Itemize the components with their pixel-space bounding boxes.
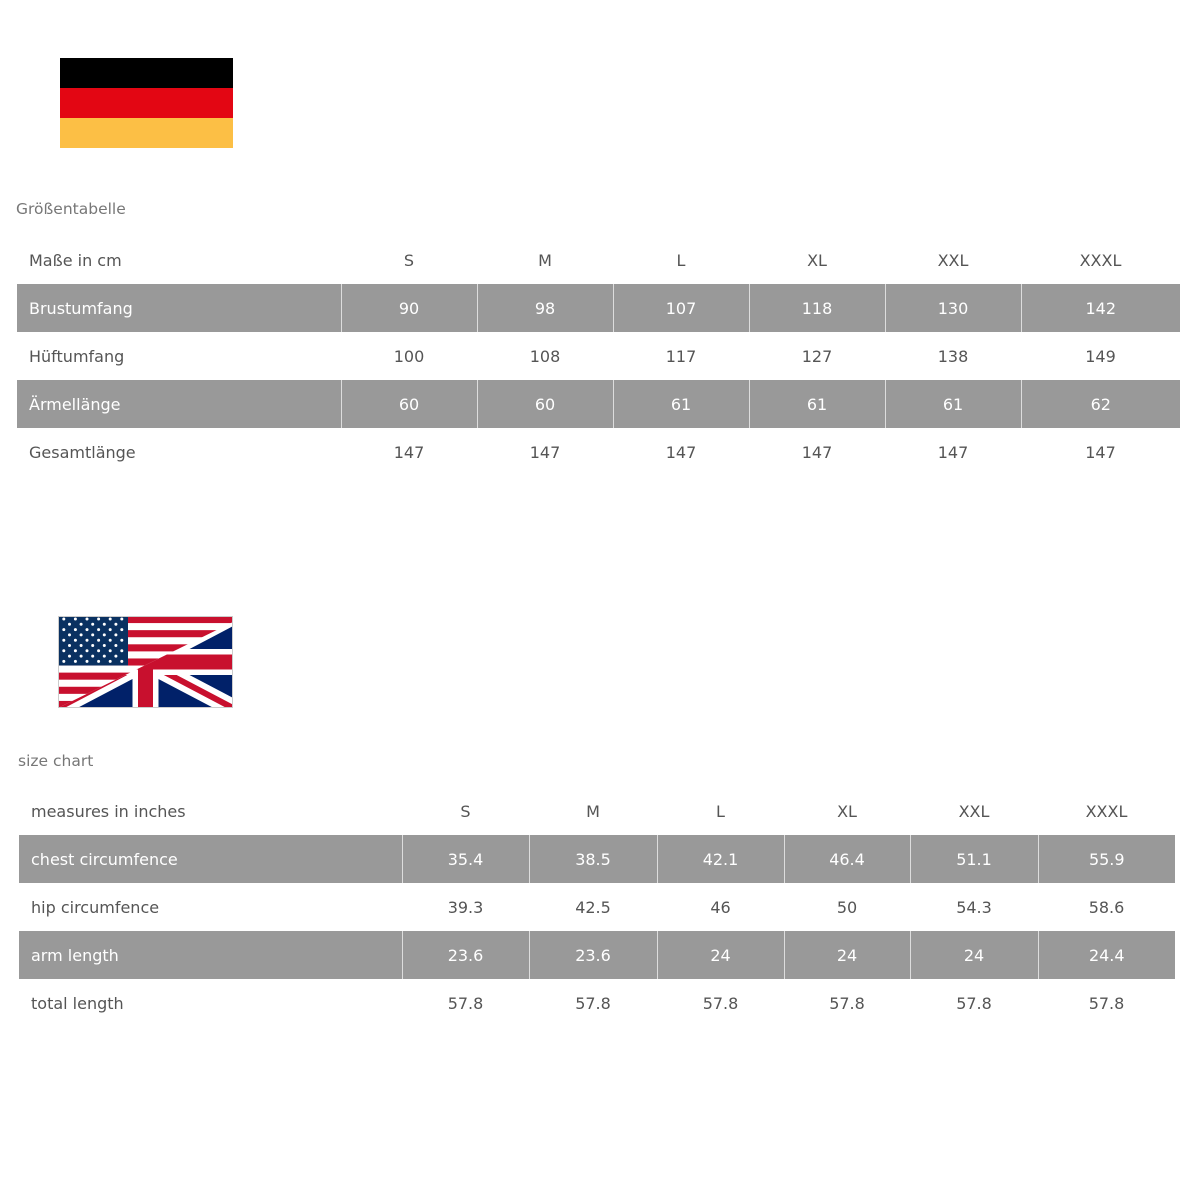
- header-cell: XXXL: [1079, 250, 1122, 270]
- value-cell: 57.8: [829, 993, 865, 1013]
- value-cell: 57.8: [1088, 993, 1125, 1013]
- value-cell: 61: [612, 380, 749, 428]
- row-label: chest circumfence: [19, 835, 402, 883]
- value-cell: 61: [884, 380, 1021, 428]
- value-cell: 98: [476, 284, 613, 332]
- value-cell: 130: [884, 284, 1021, 332]
- row-label: Brustumfang: [17, 284, 341, 332]
- value-cell: 147: [529, 442, 561, 462]
- table-row: arm length 23.6 23.6 24 24 24 24.4: [19, 931, 1175, 979]
- value-cell: 23.6: [528, 931, 657, 979]
- value-cell: 62: [1020, 380, 1180, 428]
- header-cell: L: [716, 801, 725, 821]
- header-cell: XL: [807, 250, 827, 270]
- table-row: chest circumfence 35.4 38.5 42.1 46.4 51.1 55.…: [19, 835, 1175, 883]
- value-cell: 108: [529, 346, 561, 366]
- value-cell: 39.3: [447, 897, 484, 917]
- value-cell: 51.1: [909, 835, 1038, 883]
- table-row: Hüftumfang 100 108 117 127 138 149: [17, 332, 1180, 380]
- value-cell: 61: [748, 380, 885, 428]
- value-cell: 24: [783, 931, 910, 979]
- header-cell: L: [676, 250, 686, 270]
- value-cell: 42.1: [656, 835, 784, 883]
- value-cell: 57.8: [575, 993, 611, 1013]
- value-cell: 149: [1085, 346, 1116, 366]
- english-size-table: measures in inches S M L XL XXL XXXL che…: [19, 787, 1175, 1027]
- value-cell: 58.6: [1088, 897, 1125, 917]
- value-cell: 60: [340, 380, 477, 428]
- value-cell: 24: [656, 931, 784, 979]
- header-cell: XXL: [937, 250, 969, 270]
- value-cell: 90: [340, 284, 477, 332]
- value-cell: 24.4: [1037, 931, 1175, 979]
- value-cell: 55.9: [1037, 835, 1175, 883]
- value-cell: 142: [1020, 284, 1180, 332]
- table-row: Ärmellänge 60 60 61 61 61 62: [17, 380, 1180, 428]
- value-cell: 46: [710, 897, 731, 917]
- header-row: measures in inches S M L XL XXL XXXL: [19, 787, 1175, 835]
- header-cell: XXL: [958, 801, 990, 821]
- value-cell: 57.8: [702, 993, 739, 1013]
- value-cell: 147: [937, 442, 969, 462]
- value-cell: 138: [937, 346, 969, 366]
- value-cell: 23.6: [401, 931, 529, 979]
- value-cell: 54.3: [956, 897, 992, 917]
- header-cell: Maße in cm: [29, 250, 122, 270]
- value-cell: 38.5: [528, 835, 657, 883]
- header-cell: M: [586, 801, 600, 821]
- german-flag-icon: [60, 58, 233, 148]
- header-cell: XXXL: [1085, 801, 1128, 821]
- header-cell: S: [460, 801, 471, 821]
- us-uk-flag-icon: [58, 616, 233, 708]
- table-row: hip circumfence 39.3 42.5 46 50 54.3 58.6: [19, 883, 1175, 931]
- value-cell: 57.8: [956, 993, 992, 1013]
- value-cell: 50: [836, 897, 858, 917]
- german-table-title: Größentabelle: [16, 200, 126, 218]
- value-cell: 35.4: [401, 835, 529, 883]
- row-label: arm length: [19, 931, 402, 979]
- row-label: Hüftumfang: [29, 346, 125, 366]
- value-cell: 147: [665, 442, 697, 462]
- table-row: Gesamtlänge 147 147 147 147 147 147: [17, 428, 1180, 476]
- row-label: Ärmellänge: [17, 380, 341, 428]
- table-row: Brustumfang 90 98 107 118 130 142: [17, 284, 1180, 332]
- value-cell: 42.5: [575, 897, 611, 917]
- row-label: total length: [31, 993, 124, 1013]
- value-cell: 117: [665, 346, 697, 366]
- value-cell: 57.8: [447, 993, 484, 1013]
- value-cell: 147: [801, 442, 833, 462]
- header-cell: S: [403, 250, 415, 270]
- value-cell: 100: [393, 346, 425, 366]
- value-cell: 127: [801, 346, 833, 366]
- german-size-table: Maße in cm S M L XL XXL XXXL Brustumfang…: [17, 236, 1180, 476]
- value-cell: 118: [748, 284, 885, 332]
- header-cell: M: [538, 250, 552, 270]
- value-cell: 24: [909, 931, 1038, 979]
- row-label: hip circumfence: [31, 897, 160, 917]
- header-cell: measures in inches: [31, 801, 186, 821]
- value-cell: 107: [612, 284, 749, 332]
- value-cell: 60: [476, 380, 613, 428]
- value-cell: 46.4: [783, 835, 910, 883]
- row-label: Gesamtlänge: [29, 442, 136, 462]
- header-row: Maße in cm S M L XL XXL XXXL: [17, 236, 1180, 284]
- value-cell: 147: [393, 442, 425, 462]
- value-cell: 147: [1085, 442, 1116, 462]
- english-table-title: size chart: [18, 752, 94, 770]
- table-row: total length 57.8 57.8 57.8 57.8 57.8 57.8: [19, 979, 1175, 1027]
- header-cell: XL: [837, 801, 857, 821]
